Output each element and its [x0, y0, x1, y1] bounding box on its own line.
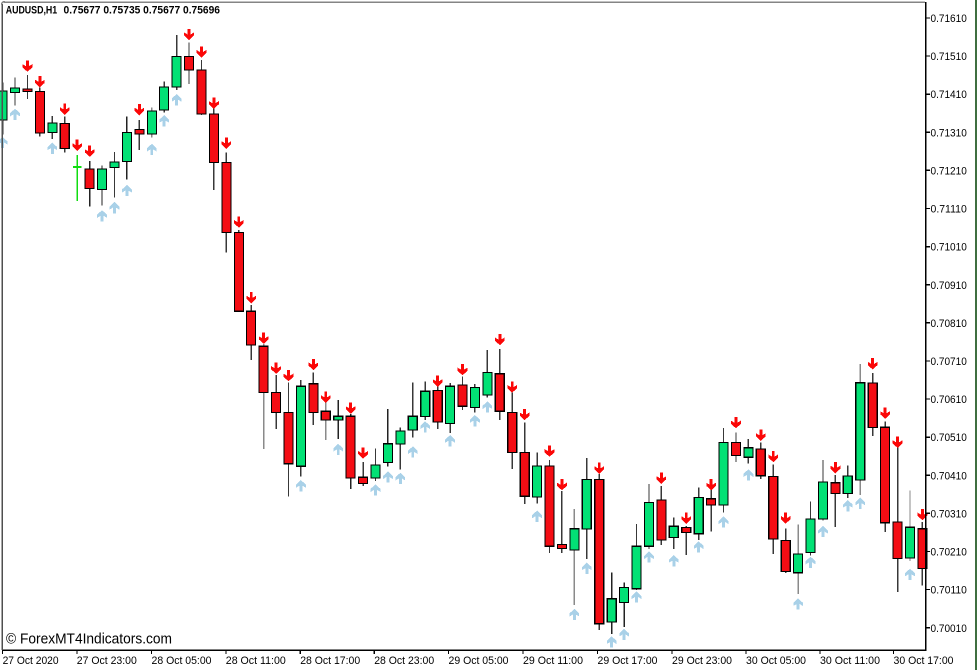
svg-text:30 Oct 11:00: 30 Oct 11:00: [820, 655, 880, 667]
svg-text:AUDUSD,H1: AUDUSD,H1: [6, 4, 58, 16]
svg-text:0.70610: 0.70610: [931, 394, 967, 406]
svg-text:0.70410: 0.70410: [931, 470, 967, 482]
svg-text:0.71210: 0.71210: [931, 165, 967, 177]
svg-text:0.71510: 0.71510: [931, 51, 967, 63]
svg-text:0.71410: 0.71410: [931, 89, 967, 101]
svg-text:0.70510: 0.70510: [931, 432, 967, 444]
svg-text:29 Oct 23:00: 29 Oct 23:00: [672, 655, 732, 667]
svg-text:0.70010: 0.70010: [931, 623, 967, 635]
svg-text:0.75677 0.75735 0.75677 0.7569: 0.75677 0.75735 0.75677 0.75696: [64, 4, 221, 16]
svg-text:29 Oct 17:00: 29 Oct 17:00: [598, 655, 658, 667]
svg-text:28 Oct 11:00: 28 Oct 11:00: [226, 655, 286, 667]
svg-text:0.71610: 0.71610: [931, 13, 967, 25]
svg-text:27 Oct 2020: 27 Oct 2020: [3, 655, 59, 667]
svg-text:29 Oct 11:00: 29 Oct 11:00: [523, 655, 583, 667]
svg-text:0.70910: 0.70910: [931, 280, 967, 292]
svg-text:0.70310: 0.70310: [931, 508, 967, 520]
svg-text:0.70210: 0.70210: [931, 547, 967, 559]
svg-text:30 Oct 05:00: 30 Oct 05:00: [746, 655, 806, 667]
svg-text:29 Oct 05:00: 29 Oct 05:00: [449, 655, 509, 667]
svg-text:0.71310: 0.71310: [931, 127, 967, 139]
svg-text:27 Oct 23:00: 27 Oct 23:00: [77, 655, 137, 667]
svg-text:30 Oct 17:00: 30 Oct 17:00: [894, 655, 954, 667]
svg-text:0.70110: 0.70110: [931, 585, 967, 597]
svg-text:28 Oct 05:00: 28 Oct 05:00: [152, 655, 212, 667]
svg-text:28 Oct 17:00: 28 Oct 17:00: [300, 655, 360, 667]
svg-text:0.71010: 0.71010: [931, 242, 967, 254]
svg-text:© ForexMT4Indicators.com: © ForexMT4Indicators.com: [6, 632, 172, 648]
svg-text:0.70810: 0.70810: [931, 318, 967, 330]
svg-text:0.70710: 0.70710: [931, 356, 967, 368]
svg-text:28 Oct 23:00: 28 Oct 23:00: [374, 655, 434, 667]
svg-text:0.71110: 0.71110: [931, 204, 967, 216]
